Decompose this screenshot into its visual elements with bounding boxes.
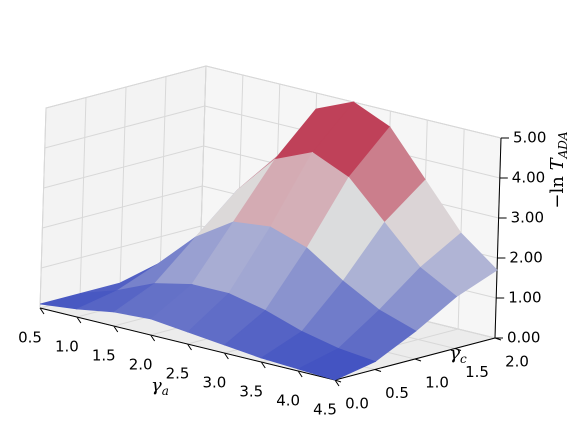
z-grid-line xyxy=(45,65,207,109)
x-tick xyxy=(223,352,229,360)
x-tick xyxy=(76,316,82,324)
z-tick-label: 2.00 xyxy=(509,249,542,267)
x-tick-label: 1.0 xyxy=(55,338,79,356)
x-axis-label: γa xyxy=(151,375,169,398)
y-tick-label: 0.5 xyxy=(385,384,409,402)
z-label-symbol: T xyxy=(547,156,568,170)
labels: 0.5 1.0 1.5 2.0 2.5 3.0 3.5 4.0 4.5 0.0 0.5 1.0 1.5 2… xyxy=(18,129,546,419)
y-tick-label: 1.0 xyxy=(425,374,449,392)
x-tick-label: 2.5 xyxy=(166,365,190,383)
x-tick-label: 2.0 xyxy=(129,356,153,374)
x-tick xyxy=(150,334,156,342)
x-tick-label: 0.5 xyxy=(18,329,42,347)
x-label-subscript: a xyxy=(162,384,169,398)
z-label-prefix: −ln xyxy=(547,170,568,208)
x-tick-label: 4.0 xyxy=(276,392,300,410)
x-grid-line xyxy=(457,128,465,330)
y-tick-label: 1.5 xyxy=(465,363,489,381)
surface-cell xyxy=(297,348,377,381)
z-label-subscript: ADA xyxy=(556,131,570,159)
x-tick xyxy=(334,379,340,387)
z-grid-line xyxy=(43,145,204,189)
z-tick-label: 3.00 xyxy=(511,209,544,227)
x-label-symbol: γ xyxy=(151,375,162,396)
x-tick xyxy=(260,361,266,369)
y-label-subscript: c xyxy=(460,352,467,366)
z-tick-label: 0.00 xyxy=(507,329,540,347)
y-tick xyxy=(334,379,342,383)
y-tick xyxy=(454,348,462,351)
x-tick-label: 3.5 xyxy=(239,383,263,401)
x-tick xyxy=(187,343,192,351)
z-tick-label: 4.00 xyxy=(512,169,545,187)
z-grid-line xyxy=(42,185,203,229)
x-tick xyxy=(113,325,119,333)
y-grid-line xyxy=(39,107,47,309)
y-grid-line xyxy=(79,97,87,298)
y-grid-line xyxy=(159,76,167,277)
x-tick-label: 3.0 xyxy=(202,374,226,392)
x-tick xyxy=(297,370,303,378)
z-axis-line xyxy=(494,137,502,339)
y-tick-label: 0.0 xyxy=(345,395,369,413)
x-tick-label: 1.5 xyxy=(92,347,116,365)
z-tick-label: 1.00 xyxy=(508,289,541,307)
x-tick-label: 4.5 xyxy=(313,401,337,419)
y-tick-label: 2.0 xyxy=(505,353,529,371)
y-label-symbol: γ xyxy=(449,343,460,364)
z-grid-line xyxy=(41,225,202,269)
z-axis-label: −ln TADA xyxy=(547,131,570,208)
y-tick xyxy=(374,369,382,372)
y-grid-line xyxy=(119,86,127,288)
surface xyxy=(40,101,498,381)
x-tick xyxy=(39,307,45,315)
x-axis-line xyxy=(39,307,336,381)
y-tick xyxy=(414,358,422,362)
z-grid-line xyxy=(44,105,205,149)
y-axis-label: γc xyxy=(449,343,467,366)
z-tick-label: 5.00 xyxy=(513,129,546,147)
y-axis-line xyxy=(334,337,496,381)
